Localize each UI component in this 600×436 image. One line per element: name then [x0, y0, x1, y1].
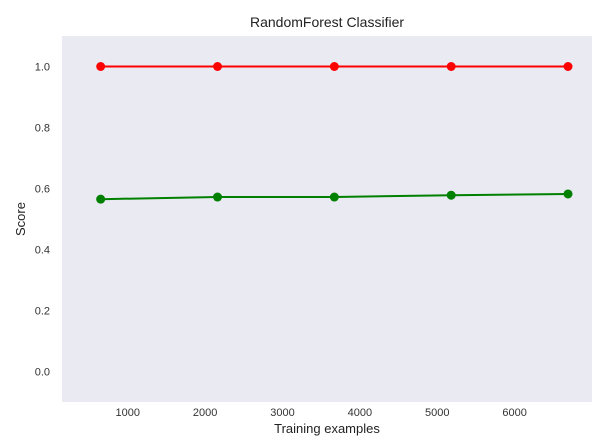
series-layer [96, 62, 573, 204]
series-2-point [213, 192, 223, 202]
y-tick-labels: 0.0 0.2 0.4 0.6 0.8 1.0 [35, 62, 50, 379]
y-tick-label: 0.4 [35, 245, 50, 257]
series-1-point [96, 62, 106, 71]
series-1-point [329, 62, 339, 71]
series-2-point [446, 190, 456, 200]
y-tick-label: 1.0 [35, 62, 50, 74]
x-tick-label: 2000 [193, 407, 217, 419]
plot-background [62, 36, 592, 402]
series-2-point [563, 189, 573, 199]
x-tick-label: 3000 [270, 407, 294, 419]
series-1-point [563, 62, 573, 71]
y-tick-label: 0.0 [35, 367, 50, 379]
chart-title: RandomForest Classifier [250, 14, 404, 30]
x-tick-label: 1000 [116, 407, 140, 419]
series-2-point [329, 192, 339, 202]
x-tick-label: 6000 [502, 407, 526, 419]
x-tick-labels: 1000 2000 3000 4000 5000 6000 [116, 407, 527, 419]
series-2-point [96, 194, 106, 204]
x-tick-label: 5000 [425, 407, 449, 419]
x-tick-label: 4000 [348, 407, 372, 419]
y-tick-label: 0.2 [35, 306, 50, 318]
y-tick-label: 0.6 [35, 184, 50, 196]
y-tick-label: 0.8 [35, 123, 50, 135]
y-axis-label: Score [13, 202, 28, 236]
series-1-point [213, 62, 223, 71]
x-axis-label: Training examples [274, 421, 380, 436]
series-1-point [446, 62, 456, 71]
